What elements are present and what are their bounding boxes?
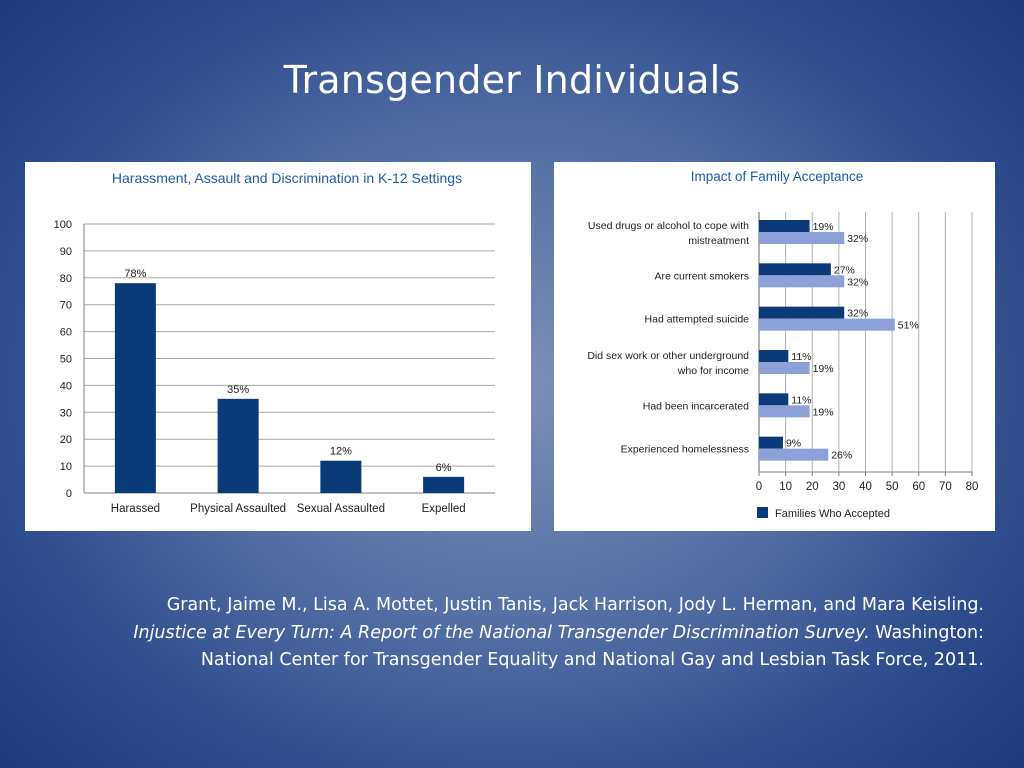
citation-line-3: National Center for Transgender Equality… [200,650,984,670]
x-tick-label: Expelled [422,503,466,515]
x-tick-label: Sexual Assaulted [297,503,385,515]
x-tick-label: 10 [779,481,792,493]
data-label: 19% [813,363,834,375]
bar [217,398,259,493]
x-tick-label: Harassed [111,503,160,515]
data-label: 27% [834,264,855,276]
data-label: 12% [330,446,352,458]
y-tick-label: Are current smokers [654,270,749,282]
citation-line-2: Injustice at Every Turn: A Report of the… [40,620,984,648]
y-tick-label: 0 [66,488,72,500]
family-acceptance-bar-chart: Impact of Family Acceptance 0 10 20 30 40 50 6… [587,169,979,520]
x-tick-label: 70 [939,481,952,493]
k12-bar-chart: Harassment, Assault and Discrimination i… [54,170,495,515]
data-label: 11% [791,351,811,363]
bar-accepted [759,350,789,362]
y-tick-label: Used drugs or alcohol to cope with [588,220,749,232]
bar [114,283,156,493]
family-acceptance-chart-panel: Impact of Family Acceptance 0 10 20 30 40 50 6… [554,162,995,531]
data-label: 32% [847,308,868,320]
x-tick-label: 40 [859,481,872,493]
y-tick-label: Had attempted suicide [645,314,750,326]
y-tick-label: Did sex work or other underground [587,350,749,362]
y-tick-label: 80 [60,273,72,285]
citation-report-title: Injustice at Every Turn: A Report of the… [133,622,870,643]
y-tick-label: Had been incarcerated [643,400,749,412]
data-label: 32% [847,276,868,288]
bar [423,476,465,493]
data-label: 35% [227,384,249,396]
x-tick-label: 80 [966,481,979,493]
x-tick-label: 60 [912,481,925,493]
bar-not-accepted [759,405,810,418]
bar-not-accepted [759,232,845,244]
x-tick-label: 0 [756,481,762,493]
data-label: 32% [847,233,868,245]
data-label: 19% [813,221,834,233]
y-tick-label: 30 [60,407,72,419]
data-label: 19% [813,406,834,418]
bar-accepted [759,220,810,232]
bar [320,460,362,493]
k12-chart-panel: Harassment, Assault and Discrimination i… [25,162,531,531]
y-tick-label: 20 [60,434,72,446]
y-tick-label: who for income [677,365,749,377]
bar-not-accepted [759,362,810,374]
data-label: 78% [124,268,146,280]
y-tick-label: mistreatment [688,235,749,247]
legend-swatch [757,507,768,518]
y-tick-label: 60 [60,327,72,339]
bar-not-accepted [759,448,829,461]
citation-place: Washington: [869,622,984,643]
bar-not-accepted [759,318,895,331]
bar-accepted [759,263,831,276]
slide-title: Transgender Individuals [283,58,741,102]
bar-not-accepted [759,275,845,288]
chart-title: Harassment, Assault and Discrimination i… [112,170,462,186]
x-tick-label: 30 [832,481,845,493]
chart-title: Impact of Family Acceptance [691,169,864,184]
y-tick-label: 40 [60,380,72,392]
y-tick-label: 90 [60,246,72,258]
data-label: 9% [786,438,801,450]
citation: Grant, Jaime M., Lisa A. Mottet, Justin … [40,592,984,675]
x-tick-label: Physical Assaulted [190,503,286,515]
bar-accepted [759,306,845,319]
data-label: 6% [436,462,452,474]
x-tick-label: 50 [886,481,899,493]
y-tick-label: 70 [60,300,72,312]
data-label: 51% [898,320,919,332]
bar-accepted [759,393,789,406]
x-tick-label: 20 [806,481,819,493]
y-tick-label: 50 [60,354,72,366]
y-tick-label: 100 [54,219,72,231]
bar-accepted [759,436,783,449]
data-label: 26% [831,450,852,462]
y-tick-label: 10 [60,461,72,473]
y-tick-label: Experienced homelessness [621,444,749,456]
citation-line-1: Grant, Jaime M., Lisa A. Mottet, Justin … [166,595,984,615]
legend-label: Families Who Accepted [775,508,890,520]
data-label: 11% [791,394,811,406]
